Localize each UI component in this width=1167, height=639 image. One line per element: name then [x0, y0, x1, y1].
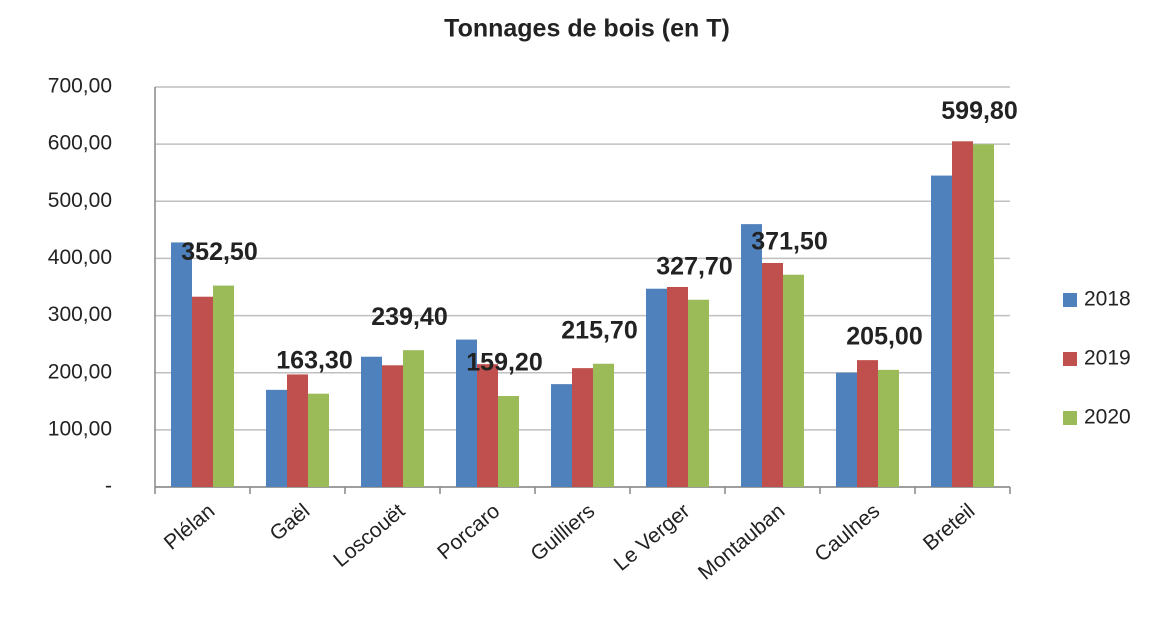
bar — [973, 144, 994, 487]
data-label: 163,30 — [276, 346, 352, 374]
x-tick-label: Caulnes — [810, 499, 884, 566]
bar — [593, 363, 614, 487]
bar — [498, 396, 519, 487]
bar — [287, 374, 308, 487]
legend-swatch — [1063, 352, 1077, 366]
y-tick-label: 600,00 — [48, 132, 112, 155]
legend-swatch — [1063, 411, 1077, 425]
data-label: 327,70 — [656, 252, 732, 280]
data-label: 371,50 — [751, 227, 827, 255]
y-tick-label: 700,00 — [48, 75, 112, 98]
bar — [266, 389, 287, 487]
data-label: 159,20 — [466, 349, 542, 377]
bar — [741, 224, 762, 487]
y-tick-label: 100,00 — [48, 417, 112, 440]
x-tick-label: Montauban — [694, 499, 789, 584]
bar — [762, 263, 783, 487]
y-tick-label: 200,00 — [48, 360, 112, 383]
legend-swatch — [1063, 293, 1077, 307]
data-label: 352,50 — [181, 238, 257, 266]
chart-title: Tonnages de bois (en T) — [444, 15, 730, 43]
bar — [667, 287, 688, 487]
bar — [477, 364, 498, 487]
bar — [192, 296, 213, 487]
y-tick-label: 300,00 — [48, 303, 112, 326]
y-tick-label: - — [105, 475, 112, 498]
bar — [213, 285, 234, 487]
bar — [171, 242, 192, 487]
x-tick-label: Le Verger — [610, 499, 695, 575]
y-tick-label: 500,00 — [48, 189, 112, 212]
data-label: 599,80 — [941, 97, 1017, 125]
bar — [456, 339, 477, 487]
y-tick-label: 400,00 — [48, 246, 112, 269]
legend-label: 2020 — [1084, 406, 1131, 429]
bar — [308, 393, 329, 487]
bar — [403, 350, 424, 487]
data-label: 239,40 — [371, 303, 447, 331]
bar — [783, 274, 804, 487]
legend-label: 2019 — [1084, 347, 1131, 370]
data-label: 215,70 — [561, 316, 637, 344]
bar — [857, 360, 878, 487]
x-tick-label: Porcaro — [433, 499, 504, 564]
x-tick-label: Guilliers — [526, 499, 599, 565]
bar — [952, 141, 973, 488]
bar — [646, 288, 667, 487]
bar — [878, 369, 899, 487]
bar — [688, 299, 709, 487]
bar — [382, 365, 403, 487]
x-tick-label: Loscouët — [329, 499, 409, 572]
bar — [551, 384, 572, 487]
data-label: 205,00 — [846, 322, 922, 350]
x-tick-label: Gaël — [266, 499, 315, 545]
x-tick-label: Plélan — [160, 499, 220, 554]
x-tick-label: Breteil — [919, 499, 979, 555]
bar — [836, 372, 857, 487]
bar — [572, 368, 593, 487]
bar — [931, 175, 952, 488]
bar — [361, 356, 382, 487]
legend-label: 2018 — [1084, 288, 1131, 311]
